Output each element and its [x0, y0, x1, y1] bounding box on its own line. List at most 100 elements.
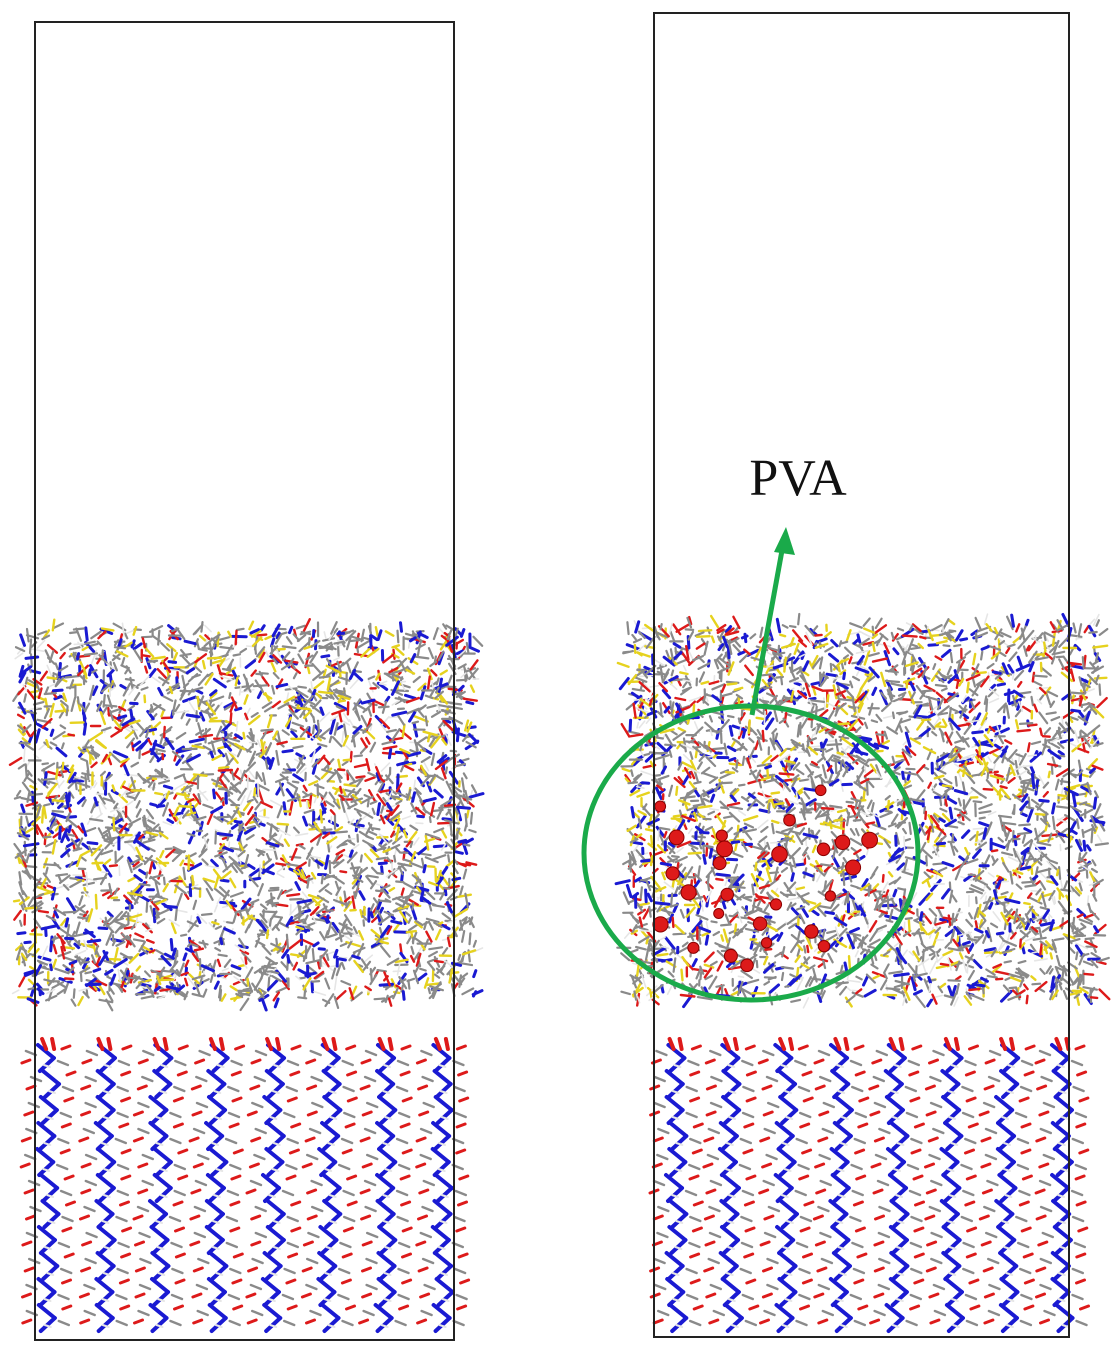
- nitrogen-bond: [472, 969, 478, 979]
- carbon-bond: [54, 662, 59, 671]
- carbon-bond: [982, 933, 988, 944]
- hydrogen-bond: [324, 1272, 333, 1276]
- carbon-bond: [143, 822, 155, 832]
- carbon-bond: [281, 645, 297, 650]
- carbon-bond: [1040, 666, 1052, 677]
- carbon-bond: [15, 946, 22, 961]
- nitrogen-bond: [83, 931, 94, 935]
- nitrogen-bond: [728, 757, 737, 762]
- carbon-bond: [263, 706, 273, 713]
- carbon-bond: [413, 739, 419, 752]
- carbon-bond: [395, 1085, 409, 1093]
- carbon-bond: [397, 715, 405, 726]
- hydrogen-bond: [47, 1220, 56, 1224]
- nitrogen-bond: [97, 1186, 116, 1203]
- carbon-bond: [115, 1215, 128, 1223]
- carbon-bond: [450, 753, 460, 760]
- sulfur-bond: [112, 817, 116, 832]
- carbon-bond: [185, 718, 191, 726]
- oxygen-bond: [351, 895, 356, 910]
- sulfur-bond: [204, 672, 214, 686]
- carbon-bond: [229, 1267, 242, 1275]
- nitrogen-bond: [758, 808, 771, 814]
- carbon-bond: [869, 938, 881, 946]
- carbon-bond: [51, 934, 65, 941]
- carbon-bond: [458, 797, 465, 809]
- carbon-bond: [409, 749, 417, 754]
- oxygen-bond: [97, 630, 107, 640]
- hydrogen-bond: [59, 925, 67, 929]
- carbon-bond: [1020, 778, 1031, 783]
- carbon-bond: [414, 919, 424, 927]
- nitrogen-bond: [92, 967, 102, 973]
- oxygen-bond: [61, 1304, 73, 1311]
- carbon-bond: [1011, 694, 1018, 708]
- carbon-bond: [274, 776, 289, 784]
- hydrogen-bond: [156, 1246, 165, 1250]
- hydrogen-bond: [203, 836, 209, 849]
- nitrogen-bond: [858, 735, 873, 741]
- nitrogen-bond: [630, 785, 638, 794]
- sulfur-bond: [186, 811, 197, 817]
- hydrogen-bond: [196, 913, 208, 925]
- carbon-bond: [457, 663, 467, 670]
- carbon-bond: [193, 1205, 207, 1213]
- carbon-bond: [28, 638, 33, 655]
- carbon-bond: [64, 674, 81, 679]
- carbon-bond: [302, 790, 310, 797]
- nitrogen-bond: [185, 667, 196, 675]
- carbon-bond: [226, 921, 234, 925]
- oxygen-bond: [361, 1266, 372, 1273]
- nitrogen-bond: [944, 796, 958, 805]
- carbon-bond: [271, 684, 276, 695]
- nitrogen-bond: [419, 685, 427, 701]
- carbon-bond: [318, 883, 330, 893]
- carbon-bond: [732, 985, 739, 992]
- oxygen-bond: [401, 1096, 413, 1103]
- oxygen-bond: [250, 1058, 262, 1065]
- hydrogen-bond: [101, 871, 109, 874]
- nitrogen-bond: [265, 841, 280, 848]
- carbon-bond: [891, 755, 896, 764]
- carbon-bond: [180, 648, 188, 659]
- oxygen-bond: [136, 1084, 148, 1091]
- carbon-bond: [171, 968, 181, 977]
- carbon-bond: [76, 696, 80, 705]
- carbon-bond: [286, 795, 301, 803]
- oxygen-bond: [390, 804, 400, 816]
- carbon-bond: [84, 1257, 97, 1265]
- carbon-bond: [239, 647, 248, 654]
- carbon-bond: [366, 874, 379, 879]
- nitrogen-bond: [133, 874, 143, 882]
- carbon-bond: [442, 756, 454, 767]
- oxygen-bond: [290, 847, 298, 861]
- sulfur-bond: [260, 739, 265, 755]
- carbon-bond: [246, 684, 252, 693]
- sulfur-bond: [113, 719, 122, 730]
- carbon-bond: [264, 758, 269, 770]
- oxygen-bond: [401, 1148, 413, 1155]
- carbon-bond: [24, 763, 28, 779]
- hydrogen-bond: [204, 624, 212, 633]
- oxygen-bond: [192, 1318, 204, 1325]
- hydrogen-bond: [130, 844, 136, 852]
- nitrogen-bond: [162, 784, 174, 790]
- carbon-bond: [70, 838, 81, 849]
- carbon-bond: [305, 654, 314, 661]
- nitrogen-bond: [335, 724, 344, 731]
- oxygen-bond: [309, 833, 322, 843]
- carbon-bond: [758, 835, 768, 844]
- nitrogen-bond: [314, 859, 324, 867]
- carbon-bond: [338, 929, 343, 943]
- oxygen-bond: [302, 618, 311, 633]
- nitrogen-bond: [68, 959, 78, 966]
- nitrogen-bond: [1070, 708, 1081, 713]
- carbon-bond: [319, 912, 326, 919]
- hydrogen-bond: [757, 819, 769, 829]
- carbon-bond: [353, 807, 367, 815]
- carbon-bond: [251, 1257, 264, 1265]
- sulfur-bond: [374, 626, 379, 637]
- carbon-bond: [392, 669, 404, 675]
- carbon-bond: [252, 795, 259, 804]
- carbon-bond: [137, 1309, 150, 1317]
